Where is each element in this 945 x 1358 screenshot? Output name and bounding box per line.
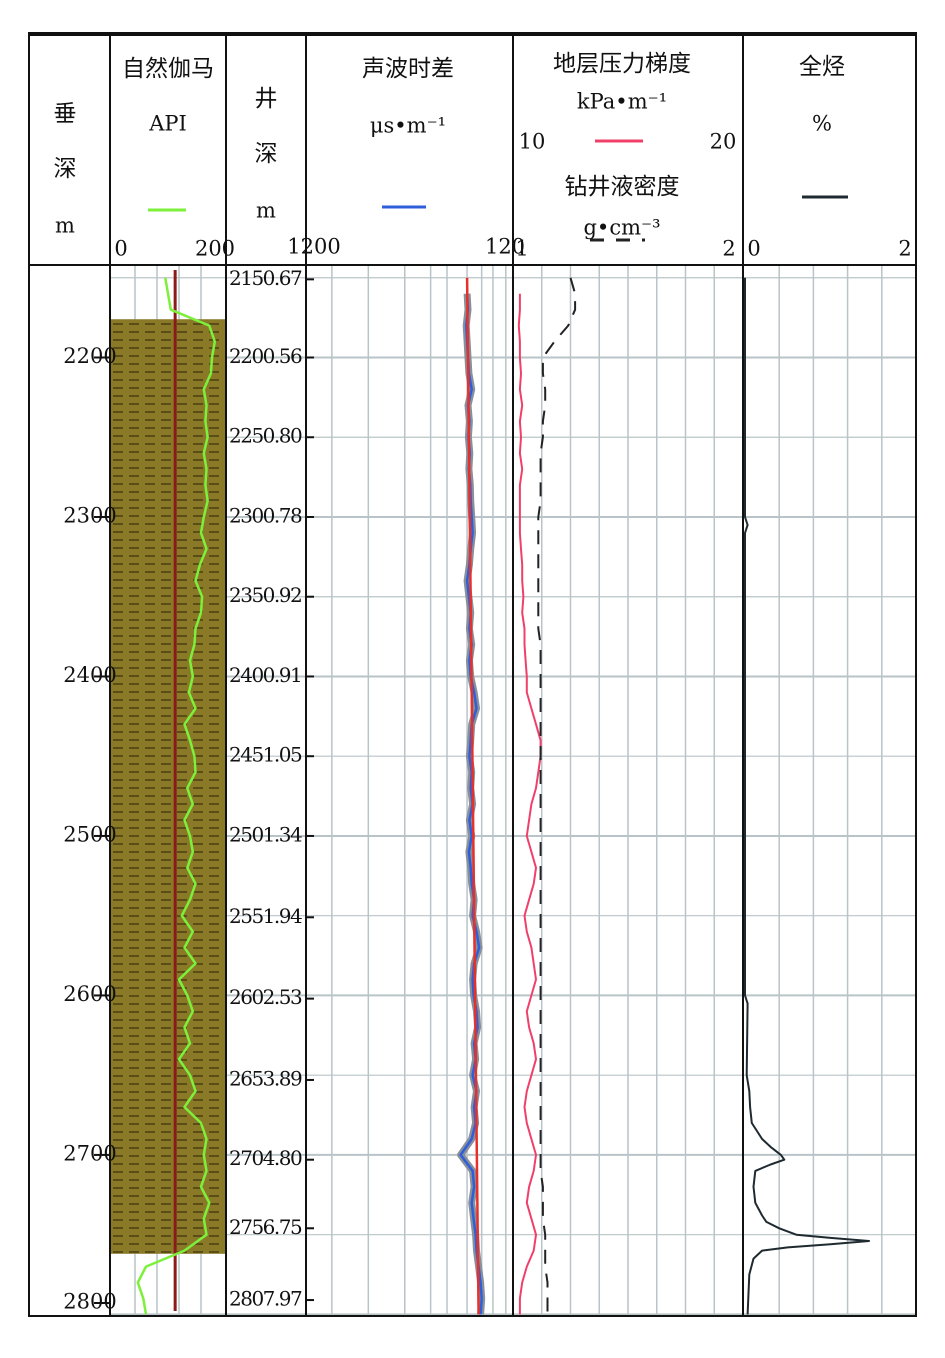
header-unit: % [812,112,832,136]
gamma-ray-curve [136,277,217,1315]
header-title: 自然伽马 [122,56,214,82]
gas-curve [744,277,870,1315]
frame [28,32,917,1317]
header-unit: kPa•m⁻¹ [577,90,667,114]
scale-label: 20 [710,130,737,154]
md-label: 2602.53 [229,985,302,1009]
scale-label: 120 [485,235,525,259]
header-unit: m [256,199,276,223]
header-unit: μs•m⁻¹ [370,114,446,138]
sonic-trend [465,277,480,1315]
md-label: 2150.67 [229,266,302,290]
depth-label: 2700 [63,1141,116,1165]
depth-label: 2300 [63,503,116,527]
density-curve [537,277,577,1315]
md-label: 2551.94 [229,904,302,928]
header-char: 深 [54,156,77,182]
scale-label: 2 [898,237,911,261]
scale-label: 2 [722,237,735,261]
header-unit: API [148,112,187,136]
header-char: 井 [255,86,278,112]
header-title: 地层压力梯度 [553,51,691,77]
depth-label: 2600 [63,982,116,1006]
scale-label: 0 [114,237,127,261]
md-label: 2756.75 [229,1215,302,1239]
header-title: 声波时差 [362,56,454,82]
md-label: 2400.91 [229,663,301,687]
pressure-curve [517,293,542,1315]
scale-label: 1200 [287,235,340,259]
md-label: 2250.80 [229,424,302,448]
sonic-curve-halo [457,293,486,1315]
header-title: 钻井液密度 [565,174,680,200]
depth-label: 2200 [63,344,116,368]
md-label: 2653.89 [229,1066,302,1090]
scale-label: 1 [515,237,528,261]
depth-label: 2800 [63,1290,116,1314]
marks [111,270,870,1315]
depth-label: 2500 [63,822,116,846]
header-unit: g•cm⁻³ [583,216,660,240]
header-char: 深 [255,141,278,167]
md-label: 2350.92 [229,583,301,607]
md-label: 2300.78 [229,503,302,527]
md-label: 2200.56 [229,344,302,368]
header-char: 垂 [54,101,77,127]
header-unit: m [55,214,75,238]
lithology-fill [111,319,225,1254]
md-label: 2451.05 [229,743,302,767]
scale-label: 200 [195,237,235,261]
scale-label: 0 [747,237,760,261]
scale-label: 10 [519,130,546,154]
md-label: 2704.80 [229,1146,302,1170]
md-label: 2501.34 [229,822,302,846]
depth-label: 2400 [63,663,116,687]
header-title: 全烃 [799,54,845,80]
md-label: 2807.97 [229,1287,302,1311]
